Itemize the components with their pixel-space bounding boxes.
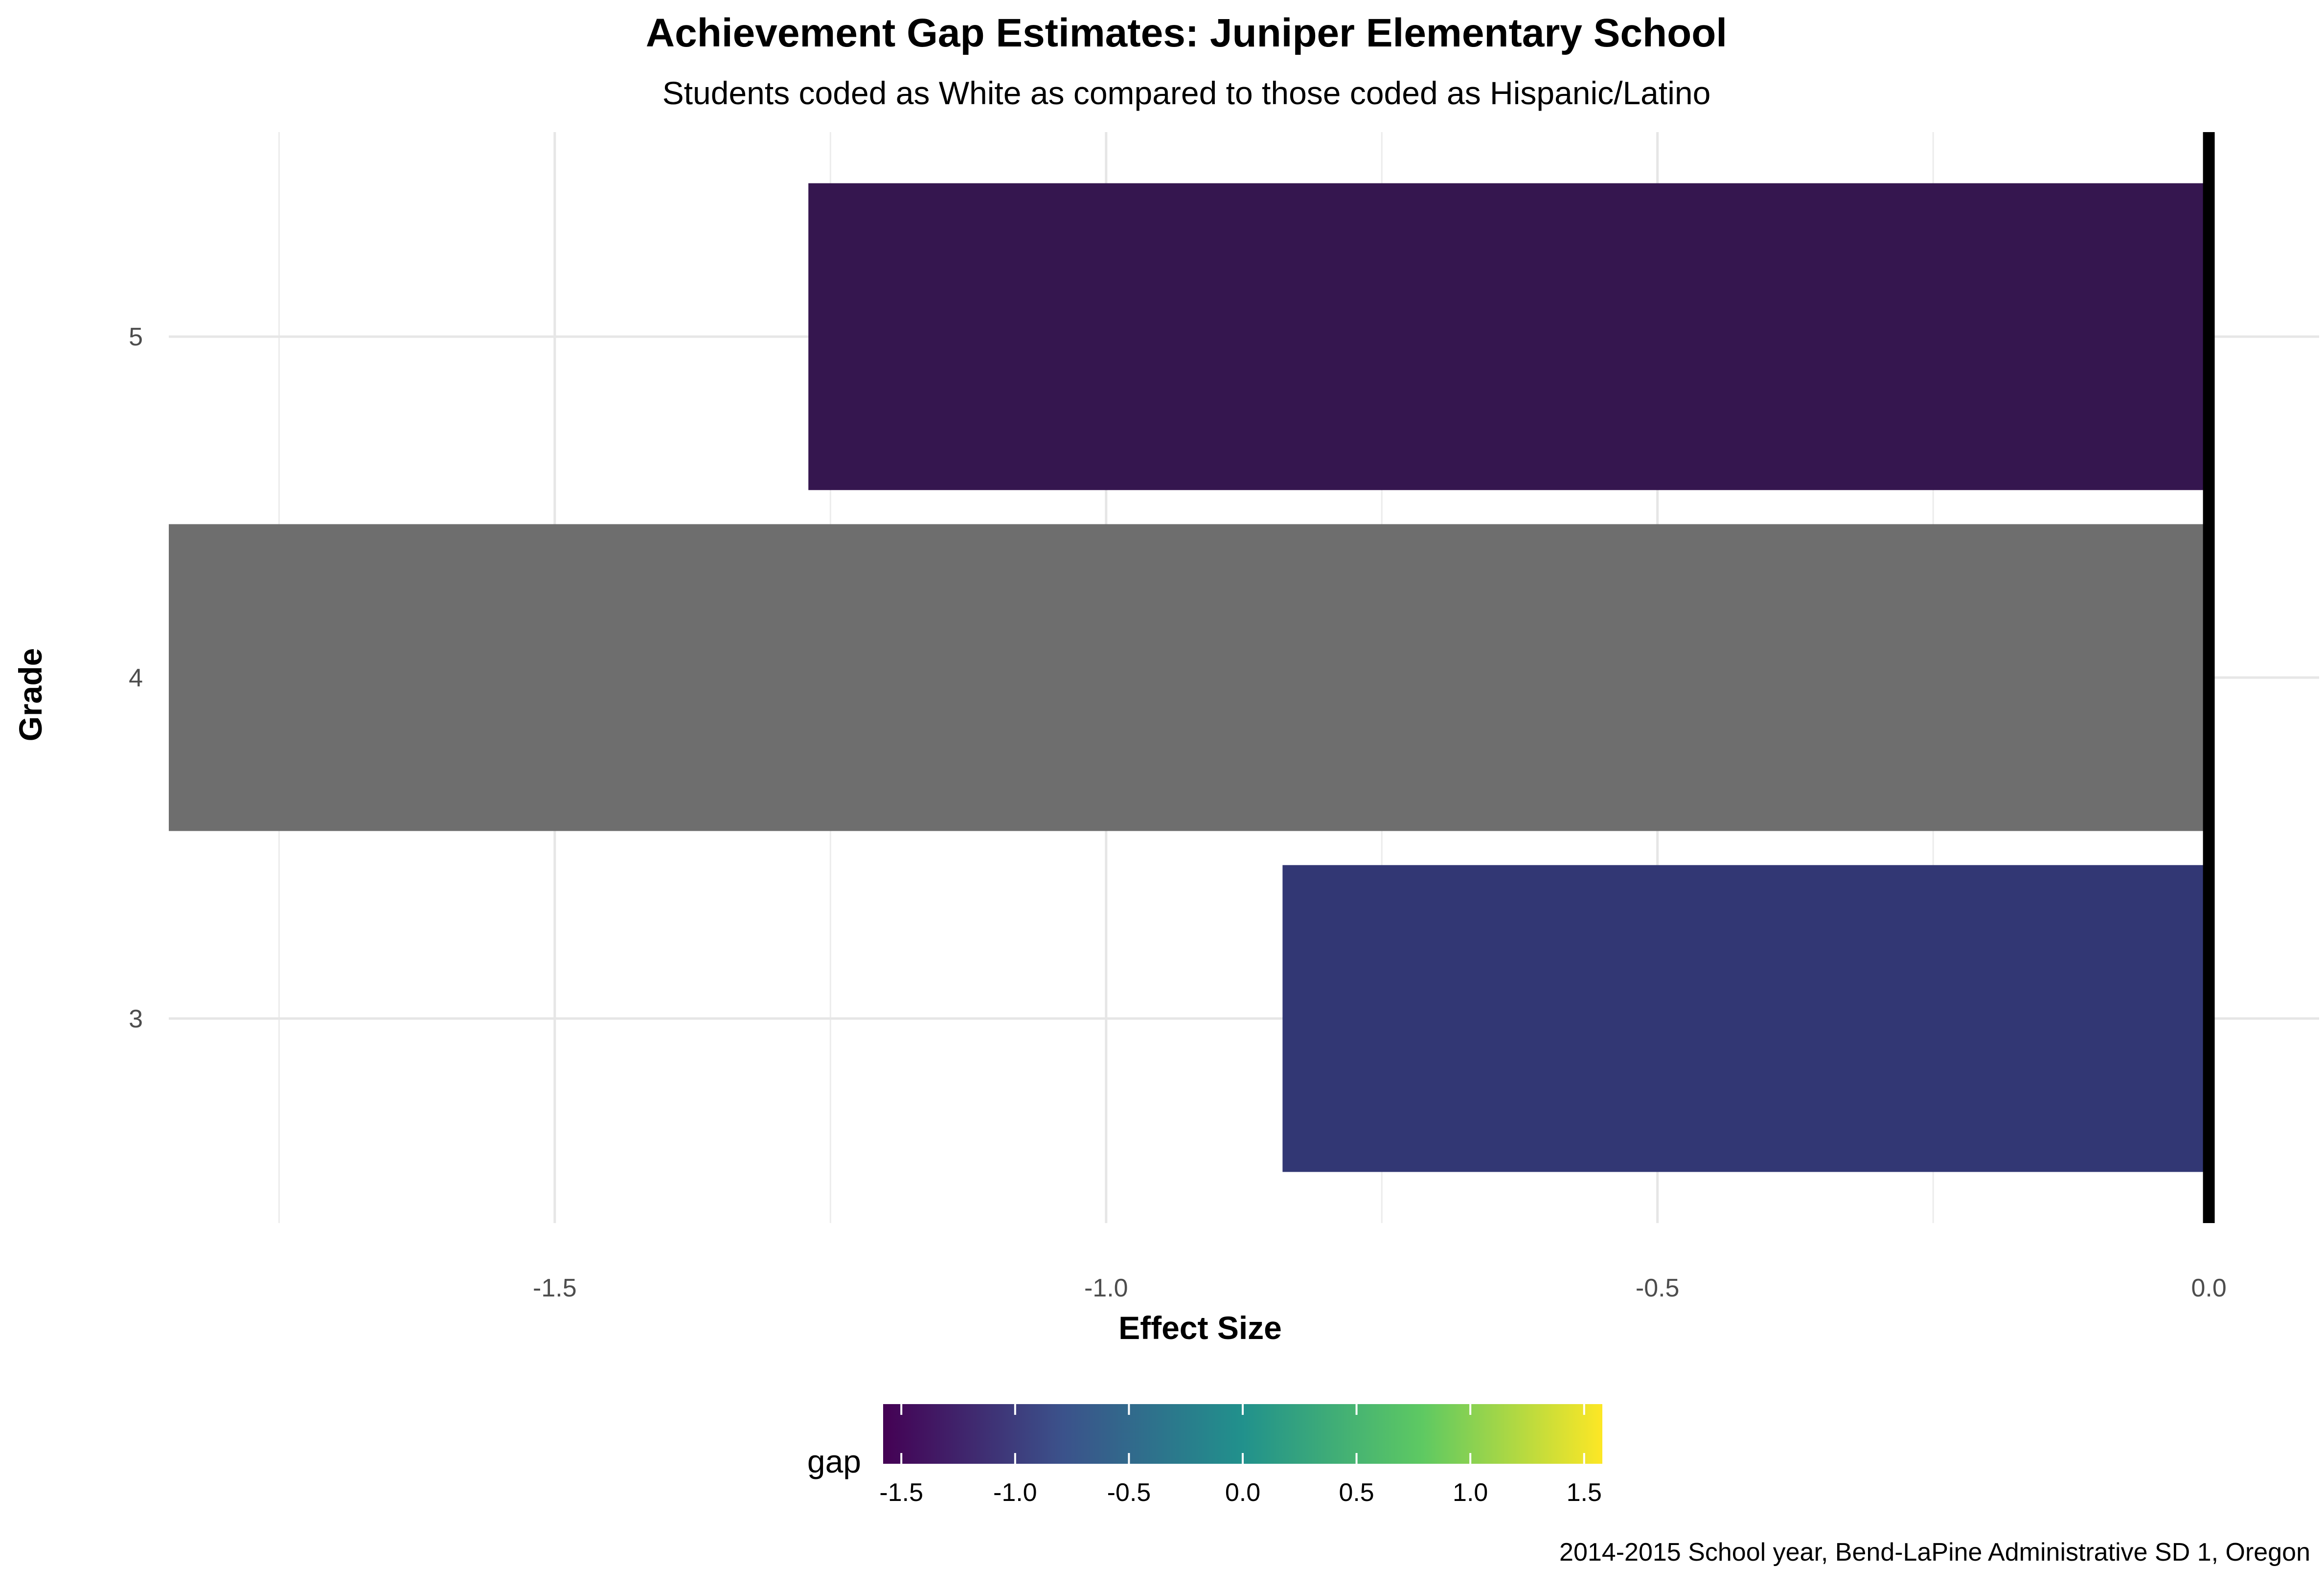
x-tick-label: 0.0 (2191, 1274, 2226, 1302)
bar-grade-5 (808, 183, 2209, 490)
legend-tick-label: 1.5 (1567, 1478, 1602, 1507)
legend-tick-label: -1.5 (879, 1478, 923, 1507)
x-axis-label: Effect Size (1118, 1310, 1282, 1346)
chart-title: Achievement Gap Estimates: Juniper Eleme… (646, 11, 1727, 55)
legend-tick-label: -1.0 (993, 1478, 1037, 1507)
legend: gap -1.5 -1.0 -0.5 0.0 0.5 1.0 1.5 (807, 1404, 1602, 1507)
legend-title: gap (807, 1443, 861, 1479)
x-tick-label: -0.5 (1636, 1274, 1680, 1302)
chart-caption: 2014-2015 School year, Bend-LaPine Admin… (1559, 1538, 2310, 1567)
y-axis-label: Grade (12, 648, 48, 742)
bars (169, 183, 2209, 1172)
y-axis-ticks: 3 4 5 (129, 323, 143, 1033)
legend-tick-label: 0.0 (1225, 1478, 1260, 1507)
legend-tick-label: 1.0 (1453, 1478, 1488, 1507)
y-tick-label: 4 (129, 664, 143, 692)
bar-grade-4 (169, 524, 2209, 831)
bar-grade-3 (1282, 865, 2209, 1172)
legend-tick-label: 0.5 (1339, 1478, 1374, 1507)
legend-tick-label: -0.5 (1107, 1478, 1151, 1507)
y-tick-label: 3 (129, 1005, 143, 1033)
x-tick-label: -1.0 (1084, 1274, 1128, 1302)
x-tick-label: -1.5 (533, 1274, 577, 1302)
x-axis-ticks: -1.5 -1.0 -0.5 0.0 (533, 1274, 2227, 1302)
legend-ticks: -1.5 -1.0 -0.5 0.0 0.5 1.0 1.5 (879, 1404, 1602, 1507)
chart-subtitle: Students coded as White as compared to t… (662, 75, 1711, 111)
y-tick-label: 5 (129, 323, 143, 351)
